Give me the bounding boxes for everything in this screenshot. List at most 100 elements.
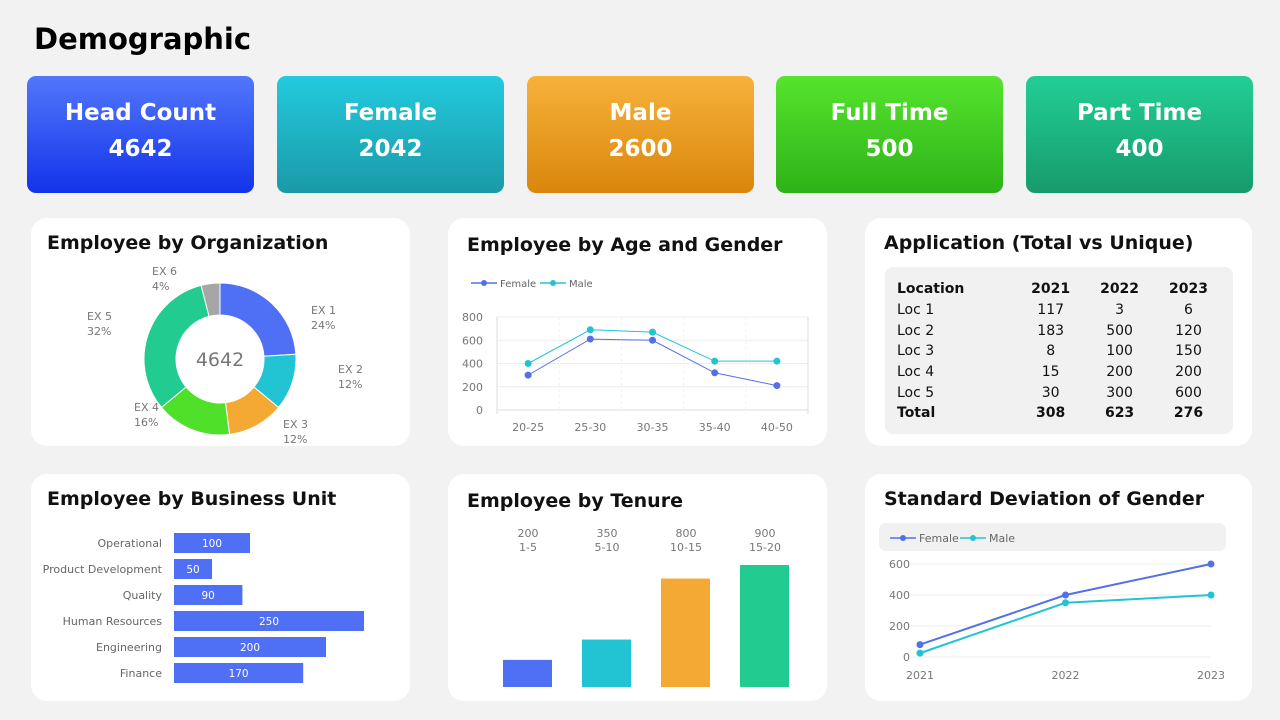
x-tick-label: 40-50 [761,421,793,434]
cell: Loc 2 [897,322,935,339]
cell: 117 [1037,302,1065,319]
table-row: Loc 4 15 200 200 [897,362,1223,383]
bar-value-label: 50 [186,564,199,576]
slice-label: EX 5 [87,310,112,323]
category-label: Finance [120,667,162,680]
kpi-value: 4642 [108,136,173,162]
legend-background [879,523,1226,551]
header-cell: Location [897,281,965,298]
y-tick-label: 800 [462,311,483,324]
kpi-full-time: Full Time 500 [776,76,1003,193]
bar [174,637,326,657]
bar [174,533,250,553]
donut-center-label: 4642 [196,349,244,371]
slice-percent: 12% [283,433,307,446]
data-point [649,336,656,344]
cell: 300 [1106,384,1133,401]
data-point [524,360,532,367]
cell: 6 [1184,302,1193,319]
bar-value-label: 200 [518,527,539,540]
data-point [773,382,781,390]
donut-chart: EX 1 24% EX 2 12% EX 3 12% EX 4 16% EX 5 32% EX 6 4… [87,265,363,446]
x-tick-label: 30-35 [637,421,669,434]
line-chart: 0 200 400 600 2021 2022 2023 Female Male [879,523,1226,682]
table-row: Loc 3 8 100 150 [897,341,1223,362]
legend-marker [970,535,976,541]
cell: 308 [1036,405,1066,422]
y-tick-label: 600 [889,558,910,571]
slice-percent: 24% [311,319,335,332]
cell: 120 [1175,322,1202,339]
table-row: Loc 2 183 500 120 [897,320,1223,341]
kpi-value: 2600 [608,136,673,162]
cell: Total [897,405,936,422]
table-row: Loc 5 30 300 600 [897,382,1223,403]
kpi-label: Full Time [830,100,949,126]
kpi-head-count: Head Count 4642 [27,76,254,193]
donut-slice [219,282,297,357]
cell: 150 [1175,343,1202,360]
bar [503,659,552,687]
panel-title: Standard Deviation of Gender [884,488,1205,510]
x-tick-label: 2022 [1052,669,1080,682]
kpi-value: 2042 [358,136,423,162]
bar [174,585,243,605]
bar-value-label: 200 [240,642,260,654]
slice-percent: 16% [134,416,158,429]
header-cell: 2023 [1169,281,1208,298]
cell: 500 [1106,322,1133,339]
kpi-male: Male 2600 [527,76,754,193]
category-label: Engineering [96,641,162,654]
legend-label: Male [569,279,593,290]
bar-value-label: 350 [597,527,618,540]
cell: 200 [1106,364,1133,381]
panel-age-gender: Employee by Age and Gender 0 200 400 600 800… [448,218,827,446]
slice-percent: 4% [152,280,169,293]
header-cell: 2022 [1100,281,1140,298]
data-point [586,326,594,334]
bar-value-label: 90 [202,590,215,602]
bar [582,639,631,687]
table-header: Location 2021 2022 2023 [897,279,1223,300]
page-title: Demographic [34,22,252,56]
bar-value-label: 100 [202,538,222,550]
header-cell: 2021 [1031,281,1071,298]
bar [174,559,212,579]
data-point [524,371,532,379]
cell: Loc 5 [897,384,935,401]
panel-title: Employee by Business Unit [47,488,337,510]
panel-std-dev-gender: Standard Deviation of Gender 0 200 400 600 2… [865,474,1252,701]
category-label: Quality [123,589,163,602]
cell: 15 [1041,364,1060,381]
bar-category-label: 5-10 [595,541,620,554]
x-tick-label: 2023 [1197,669,1225,682]
category-label: Operational [97,537,162,550]
series-line [527,338,778,387]
kpi-value: 400 [1115,136,1164,162]
category-label: Human Resources [63,615,163,628]
bar-chart: Operational 100 Product Development 50 Quali… [43,533,364,683]
donut-slice [200,282,221,317]
bar-category-label: 15-20 [749,541,781,554]
data-point [773,357,781,365]
data-point [1062,599,1069,607]
y-tick-label: 200 [889,620,910,633]
panel-title: Application (Total vs Unique) [884,232,1194,254]
panel-application: Application (Total vs Unique) Location 20… [865,218,1252,446]
legend-label: Female [500,279,536,290]
bar-value-label: 250 [259,616,279,628]
bar-value-label: 170 [229,668,249,680]
x-tick-label: 20-25 [512,421,544,434]
panel-title: Employee by Age and Gender [467,234,783,256]
slice-percent: 32% [87,325,111,338]
cell: Loc 4 [897,364,935,381]
x-tick-label: 35-40 [699,421,731,434]
table-row: Loc 1 117 3 6 [897,300,1223,321]
cell: 8 [1046,343,1056,360]
legend-marker [550,280,556,286]
cell: 183 [1037,322,1065,339]
bar [174,663,304,683]
data-point [916,641,924,649]
slice-percent: 12% [338,378,362,391]
